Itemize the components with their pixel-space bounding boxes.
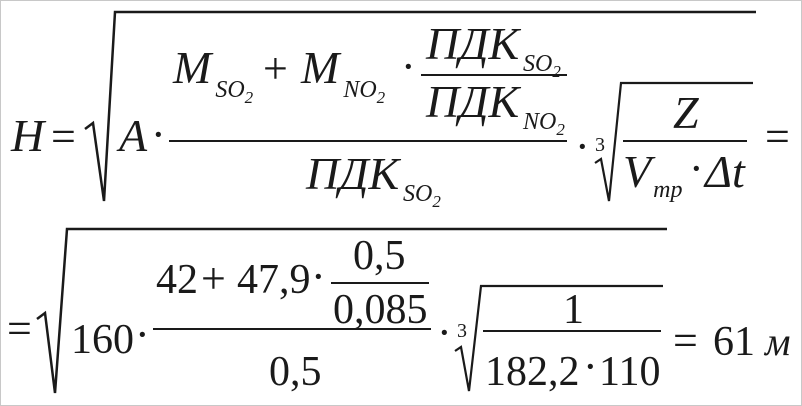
value-v: 182,2 (485, 349, 580, 395)
result-value: 61 (713, 319, 755, 365)
dot-op: · (311, 252, 326, 301)
equals-sign: = (765, 112, 790, 161)
plus-op: + (201, 254, 226, 303)
value-z: 1 (563, 287, 584, 333)
plus-op: + (263, 44, 288, 93)
value-m-no2: 47,9 (237, 257, 311, 303)
var-m-so2: M SO2 (172, 42, 254, 107)
value-a: 160 (71, 317, 134, 363)
var-m-no2: M NO2 (300, 42, 386, 107)
pdk-so2: ПДК SO2 (425, 18, 561, 81)
dot-op: · (575, 122, 590, 171)
delta-t: Δt (703, 146, 746, 197)
dot-op: · (583, 342, 598, 391)
pdk-so2-denominator: ПДК SO2 (305, 148, 441, 211)
value-pdk-no2: 0,085 (333, 287, 428, 333)
dot-op: · (135, 310, 150, 359)
value-pdk-so2: 0,5 (353, 233, 406, 279)
cube-root-index: 3 (595, 134, 605, 156)
result-unit: м (763, 319, 791, 364)
cube-root-sign (454, 284, 663, 392)
value-denominator: 0,5 (269, 349, 322, 395)
sqrt-sign (36, 227, 667, 394)
equals-sign: = (673, 316, 698, 365)
var-v-tr: Vтр (623, 146, 682, 203)
cube-root-index: 3 (457, 320, 467, 342)
dot-op: · (151, 110, 166, 159)
var-h: H (10, 110, 47, 161)
pdk-no2: ПДК NO2 (425, 76, 565, 139)
sqrt-sign (84, 10, 756, 202)
dot-op: · (401, 42, 416, 91)
cube-root-sign (594, 81, 753, 202)
equals-sign: = (51, 112, 76, 161)
dot-op: · (437, 308, 452, 357)
var-a: A (116, 110, 148, 161)
var-z: Z (673, 87, 699, 138)
value-m-so2: 42 (156, 257, 198, 303)
value-dt: 110 (599, 349, 660, 395)
equals-sign: = (7, 304, 32, 353)
dot-op: · (689, 144, 704, 193)
